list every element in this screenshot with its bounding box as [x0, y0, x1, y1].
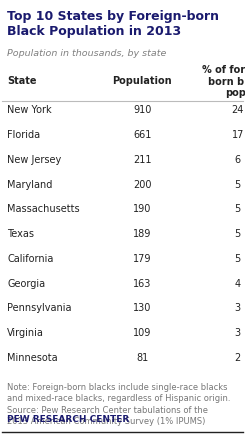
Text: 3: 3: [235, 303, 241, 313]
Text: 179: 179: [133, 254, 151, 264]
Text: New York: New York: [7, 105, 52, 115]
Text: 4: 4: [235, 279, 241, 289]
Text: 189: 189: [133, 229, 151, 239]
Text: 81: 81: [136, 353, 148, 363]
Text: 163: 163: [133, 279, 151, 289]
Text: 5: 5: [234, 180, 241, 190]
Text: 910: 910: [133, 105, 151, 115]
Text: 661: 661: [133, 130, 151, 140]
Text: Population in thousands, by state: Population in thousands, by state: [7, 49, 167, 58]
Text: Florida: Florida: [7, 130, 40, 140]
Text: Pennsylvania: Pennsylvania: [7, 303, 72, 313]
Text: Source: Pew Research Center tabulations of the
2013 American Community Survey (1: Source: Pew Research Center tabulations …: [7, 406, 208, 426]
Text: Maryland: Maryland: [7, 180, 53, 190]
Text: Texas: Texas: [7, 229, 34, 239]
Text: PEW RESEARCH CENTER: PEW RESEARCH CENTER: [7, 415, 130, 424]
Text: State: State: [7, 76, 37, 86]
Text: % of foreign-
born black
pop.: % of foreign- born black pop.: [202, 65, 245, 98]
Text: 130: 130: [133, 303, 151, 313]
Text: Georgia: Georgia: [7, 279, 46, 289]
Text: Virginia: Virginia: [7, 328, 44, 338]
Text: 211: 211: [133, 155, 151, 165]
Text: 200: 200: [133, 180, 151, 190]
Text: 5: 5: [234, 204, 241, 214]
Text: 2: 2: [234, 353, 241, 363]
Text: Top 10 States by Foreign-born
Black Population in 2013: Top 10 States by Foreign-born Black Popu…: [7, 10, 219, 38]
Text: New Jersey: New Jersey: [7, 155, 61, 165]
Text: Minnesota: Minnesota: [7, 353, 58, 363]
Text: 6: 6: [235, 155, 241, 165]
Text: 190: 190: [133, 204, 151, 214]
Text: 5: 5: [234, 254, 241, 264]
Text: 5: 5: [234, 229, 241, 239]
Text: California: California: [7, 254, 54, 264]
Text: 24: 24: [232, 105, 244, 115]
Text: 3: 3: [235, 328, 241, 338]
Text: Massachusetts: Massachusetts: [7, 204, 80, 214]
Text: Population: Population: [112, 76, 172, 86]
Text: 109: 109: [133, 328, 151, 338]
Text: 17: 17: [232, 130, 244, 140]
Text: Note: Foreign-born blacks include single-race blacks
and mixed-race blacks, rega: Note: Foreign-born blacks include single…: [7, 383, 231, 403]
